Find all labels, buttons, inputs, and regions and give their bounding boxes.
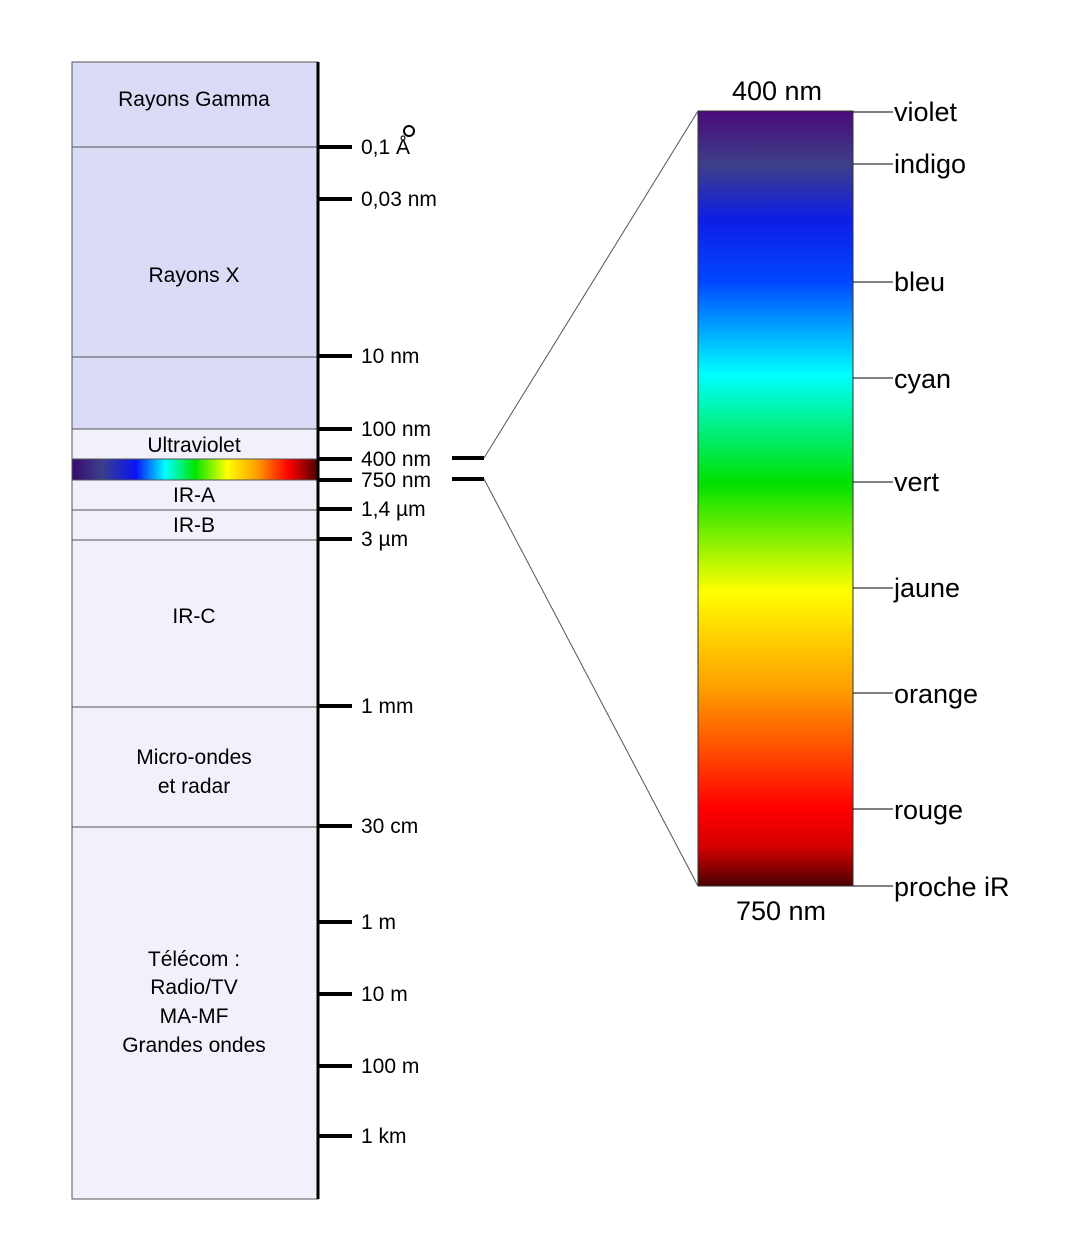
color-label-vert: vert bbox=[894, 467, 940, 497]
band-telecom-label-line3: MA-MF bbox=[160, 1005, 229, 1028]
band-telecom-label-line4: Grandes ondes bbox=[122, 1034, 266, 1057]
band-gamma-label: Rayons Gamma bbox=[118, 88, 270, 111]
scale-tick-label: 0,1 Å bbox=[361, 136, 410, 159]
scale-tick-label: 100 m bbox=[361, 1055, 419, 1078]
color-label-orange: orange bbox=[894, 679, 978, 709]
band-microwave-label-line1: Micro-ondes bbox=[136, 746, 252, 769]
spectrum-top-label: 400 nm bbox=[732, 76, 822, 106]
band-ir-c: IR-C bbox=[71, 539, 319, 708]
visible-spectrum-bar bbox=[697, 110, 854, 887]
color-label-proche-ir: proche iR bbox=[894, 872, 1010, 902]
band-ir-b: IR-B bbox=[71, 509, 319, 541]
band-microwave: Micro-ondes et radar bbox=[71, 706, 319, 828]
color-label-bleu: bleu bbox=[894, 267, 945, 297]
band-telecom-label-line1: Télécom : bbox=[148, 948, 240, 971]
scale-tick-label: 3 µm bbox=[361, 528, 408, 551]
scale-tick-label: 400 nm bbox=[361, 448, 431, 471]
scale-tick-label: 100 nm bbox=[361, 418, 431, 441]
color-label-jaune: jaune bbox=[893, 573, 960, 603]
scale-tick-label: 1,4 µm bbox=[361, 498, 426, 521]
band-ir-a: IR-A bbox=[71, 479, 319, 511]
scale-tick-label: 10 nm bbox=[361, 345, 419, 368]
band-visible bbox=[71, 458, 319, 481]
zoom-connector bbox=[452, 110, 699, 887]
color-label-cyan: cyan bbox=[894, 364, 951, 394]
band-extreme-uv bbox=[71, 356, 319, 430]
band-xray: Rayons X bbox=[71, 146, 319, 358]
color-label-indigo: indigo bbox=[894, 149, 966, 179]
angstrom-ring-icon bbox=[403, 125, 415, 137]
scale-tick-label: 1 m bbox=[361, 911, 396, 934]
band-ultraviolet-label: Ultraviolet bbox=[147, 434, 241, 457]
scale-tick-label: 10 m bbox=[361, 983, 408, 1006]
visible-spectrum-panel: 400 nm 750 nm violet indigo bleu cyan ve… bbox=[697, 76, 1010, 926]
scale-tick-label: 750 nm bbox=[361, 469, 431, 492]
spectrum-bottom-label: 750 nm bbox=[736, 896, 826, 926]
scale-tick-label: 0,03 nm bbox=[361, 188, 437, 211]
band-ir-a-label: IR-A bbox=[173, 484, 215, 507]
color-label-violet: violet bbox=[894, 97, 958, 127]
band-microwave-label-line2: et radar bbox=[158, 775, 230, 798]
color-label-rouge: rouge bbox=[894, 795, 963, 825]
band-ir-b-label: IR-B bbox=[173, 514, 215, 537]
band-ultraviolet: Ultraviolet bbox=[71, 428, 319, 460]
band-telecom: Télécom : Radio/TV MA-MF Grandes ondes bbox=[71, 826, 319, 1200]
scale-tick-label: 1 km bbox=[361, 1125, 407, 1148]
band-telecom-label-line2: Radio/TV bbox=[150, 976, 238, 999]
scale-tick-label: 1 mm bbox=[361, 695, 414, 718]
band-xray-label: Rayons X bbox=[148, 264, 239, 287]
band-gamma: Rayons Gamma bbox=[71, 61, 319, 148]
band-ir-c-label: IR-C bbox=[172, 605, 215, 628]
scale-tick-label: 30 cm bbox=[361, 815, 418, 838]
